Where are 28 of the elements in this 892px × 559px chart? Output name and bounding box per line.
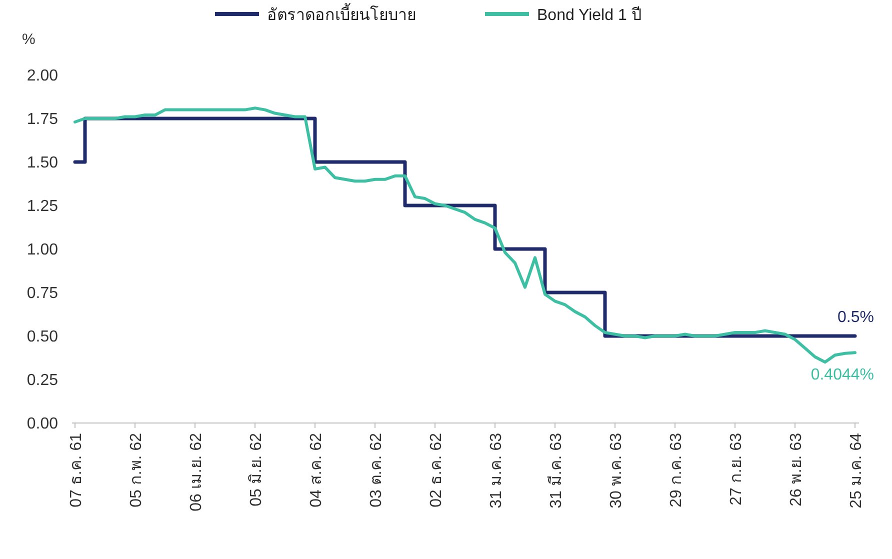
- x-tick-label: 31 มี.ค. 63: [547, 432, 565, 508]
- x-tick-label: 04 ส.ค. 62: [308, 432, 325, 508]
- legend-label: อัตราดอกเบี้ยนโยบาย: [267, 3, 416, 24]
- x-tick-label: 02 ธ.ค. 62: [428, 432, 445, 508]
- y-tick-label: 0.00: [26, 416, 58, 433]
- y-tick-label: 1.50: [26, 154, 58, 172]
- annotation: 0.4044%: [810, 366, 874, 384]
- annotation: 0.5%: [838, 309, 874, 326]
- y-tick-label: 0.25: [26, 372, 58, 390]
- x-tick-label: 25 ม.ค. 64: [848, 432, 865, 508]
- x-tick-label: 03 ต.ค. 62: [368, 432, 385, 508]
- y-tick-label: 1.00: [26, 242, 58, 259]
- x-tick-label: 29 ก.ค. 63: [668, 432, 685, 508]
- y-tick-label: 0.50: [26, 328, 58, 346]
- y-axis-title: %: [22, 31, 36, 48]
- y-tick-label: 1.75: [26, 111, 58, 128]
- y-tick-label: 1.25: [26, 198, 58, 216]
- y-tick-label: 0.75: [26, 285, 58, 302]
- x-tick-label: 06 เม.ย. 62: [188, 432, 205, 512]
- x-tick-label: 31 ม.ค. 63: [488, 432, 505, 508]
- legend-label: Bond Yield 1 ปี: [537, 6, 642, 24]
- y-tick-label: 2.00: [26, 68, 58, 85]
- x-tick-label: 30 พ.ค. 63: [608, 432, 625, 508]
- x-tick-label: 26 พ.ย. 63: [788, 432, 805, 506]
- x-tick-label: 05 ก.พ. 62: [128, 432, 145, 508]
- x-tick-label: 05 มิ.ย. 62: [248, 432, 265, 506]
- x-tick-label: 27 ก.ย. 63: [728, 432, 745, 506]
- x-tick-label: 07 ธ.ค. 61: [68, 432, 85, 508]
